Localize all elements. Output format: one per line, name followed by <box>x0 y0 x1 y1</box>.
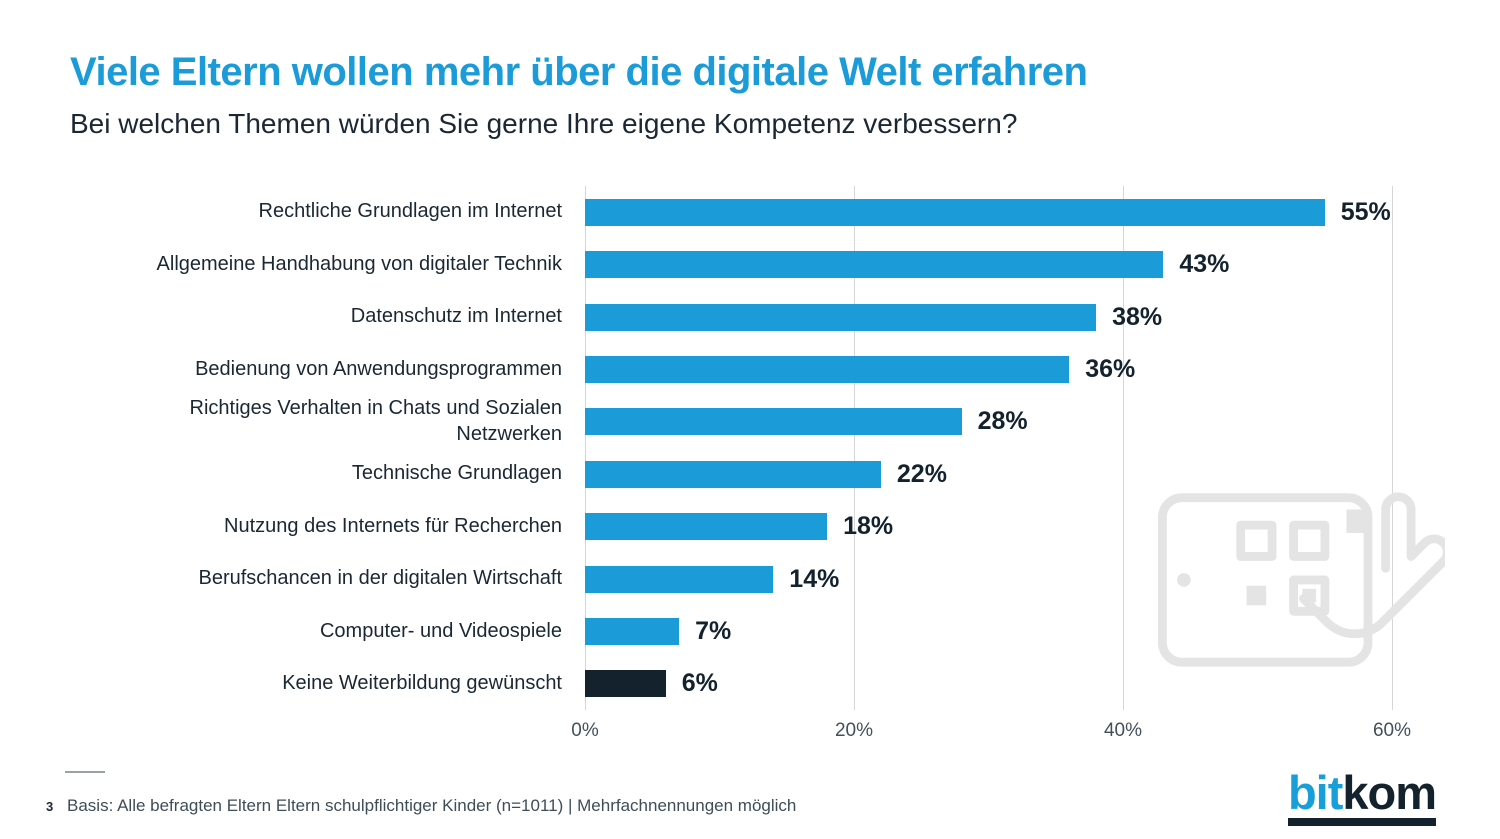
bar <box>585 408 962 436</box>
bar <box>585 617 680 645</box>
gridline <box>853 186 855 710</box>
x-axis-tick-label: 60% <box>1372 720 1412 741</box>
bar-value-label: 28% <box>977 407 1028 436</box>
category-label: Nutzung des Internets für Recherchen <box>224 514 562 537</box>
category-label: Computer- und Videospiele <box>319 619 562 642</box>
bar-value-label: 7% <box>695 616 732 645</box>
page-title: Viele Eltern wollen mehr über die digita… <box>70 50 1088 94</box>
plot-area: 0% 20% 40% 60% 55% 43% 38% 36% 28% 22% 18% 14% 7% 6% <box>571 186 1411 741</box>
x-axis-tick-label: 20% <box>834 720 873 741</box>
bar-value-label: 22% <box>896 459 947 488</box>
bar <box>585 198 1325 226</box>
category-label: Richtiges Verhalten in Chats und Soziale… <box>189 397 562 445</box>
bar-value-label: 18% <box>843 512 894 541</box>
category-label: Berufschancen in der digitalen Wirtschaf… <box>198 567 562 590</box>
bar-value-label: 14% <box>789 564 840 593</box>
logo-part-bit: bit <box>1287 766 1343 819</box>
page-number: 3 <box>46 799 54 814</box>
footer-divider <box>65 771 105 773</box>
bar <box>585 355 1070 383</box>
category-label: Datenschutz im Internet <box>350 305 562 328</box>
bar-value-label: 43% <box>1179 250 1230 279</box>
gridline <box>1392 186 1393 710</box>
category-label: Bedienung von Anwendungsprogrammen <box>195 357 562 380</box>
category-label: Allgemeine Handhabung von digitaler Tech… <box>156 252 562 275</box>
x-axis-tick-label: 0% <box>571 720 599 741</box>
tablet-in-hand-icon <box>1150 484 1452 724</box>
bar <box>585 565 774 593</box>
bitkom-logo: bitkom <box>1287 766 1437 827</box>
bar-value-label: 36% <box>1085 354 1136 383</box>
gridline <box>585 186 586 710</box>
bar <box>585 460 881 488</box>
bitkom-wordmark: bitkom <box>1287 766 1437 827</box>
bar <box>585 670 666 698</box>
bar <box>585 251 1164 279</box>
category-label: Rechtliche Grundlagen im Internet <box>258 200 563 223</box>
category-label: Technische Grundlagen <box>351 462 562 485</box>
gridline <box>1122 186 1124 710</box>
x-axis-tick-label: 40% <box>1103 720 1142 741</box>
category-labels: Rechtliche Grundlagen im Internet Allgeme… <box>70 186 562 710</box>
basis-note: Basis: Alle befragten Eltern Eltern schu… <box>67 796 797 815</box>
category-label: Keine Weiterbildung gewünscht <box>282 671 562 694</box>
bar-value-label: 38% <box>1112 302 1163 331</box>
bar-value-label: 55% <box>1340 197 1391 226</box>
bar-value-label: 6% <box>681 669 718 698</box>
bar <box>585 513 828 541</box>
logo-part-kom: kom <box>1342 766 1437 819</box>
bar <box>585 303 1097 331</box>
page-subtitle: Bei welchen Themen würden Sie gerne Ihre… <box>70 108 1018 139</box>
